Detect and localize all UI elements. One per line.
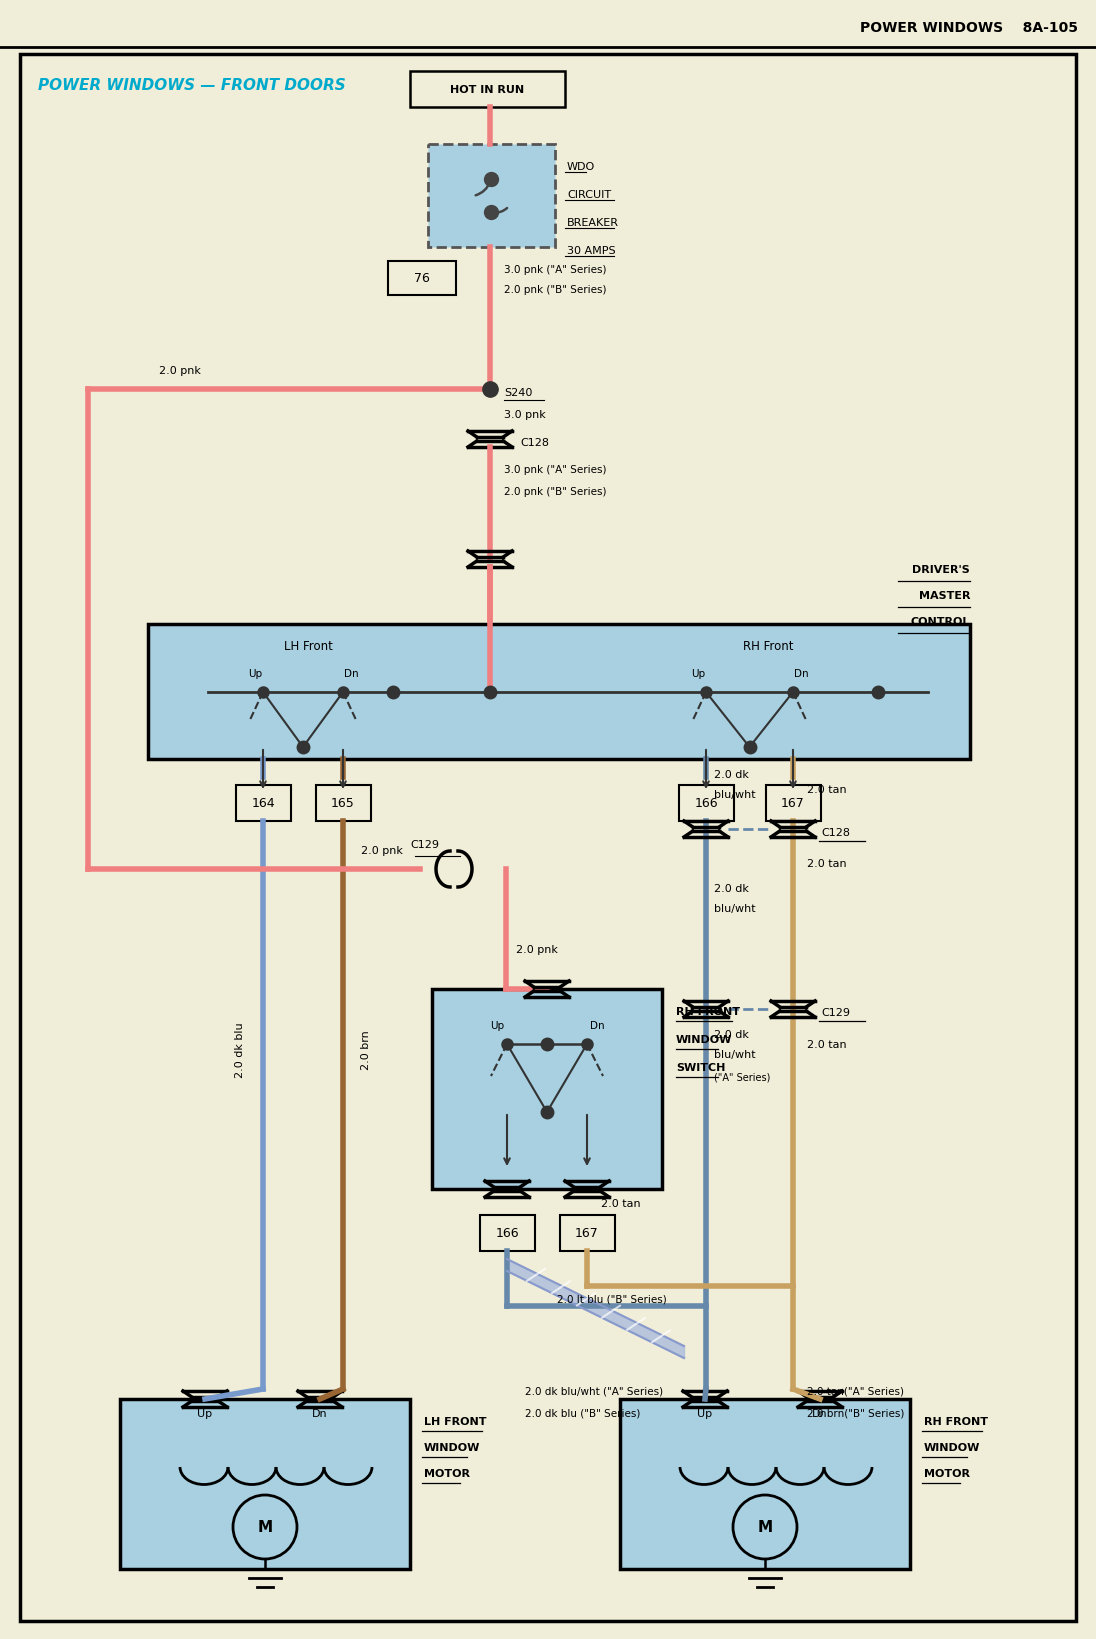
- Text: 2.0 pnk ("B" Series): 2.0 pnk ("B" Series): [504, 487, 606, 497]
- Text: S240: S240: [504, 388, 533, 398]
- Text: 2.0 brn("B" Series): 2.0 brn("B" Series): [807, 1408, 904, 1418]
- Text: RH FRONT: RH FRONT: [924, 1416, 987, 1426]
- Text: 2.0 dk blu: 2.0 dk blu: [235, 1021, 246, 1077]
- Text: 2.0 dk: 2.0 dk: [713, 883, 749, 893]
- Bar: [620, 1400, 910, 1569]
- Text: 2.0 tan("A" Series): 2.0 tan("A" Series): [807, 1387, 904, 1396]
- Text: 164: 164: [251, 797, 275, 810]
- Text: 2.0 tan: 2.0 tan: [601, 1198, 641, 1208]
- Text: POWER WINDOWS — FRONT DOORS: POWER WINDOWS — FRONT DOORS: [38, 77, 345, 92]
- Text: Up: Up: [197, 1408, 213, 1418]
- Text: C129: C129: [821, 1008, 850, 1018]
- Text: blu/wht: blu/wht: [713, 1049, 755, 1059]
- Text: 2.0 tan: 2.0 tan: [807, 859, 846, 869]
- Text: WINDOW: WINDOW: [924, 1442, 981, 1452]
- Text: LH FRONT: LH FRONT: [424, 1416, 487, 1426]
- Text: 2.0 dk: 2.0 dk: [713, 1029, 749, 1039]
- Bar: [480, 1214, 535, 1251]
- Bar: [429, 144, 555, 247]
- Text: Up: Up: [490, 1021, 504, 1031]
- Text: C128: C128: [821, 828, 850, 838]
- Text: 76: 76: [414, 272, 430, 285]
- Bar: [410, 72, 566, 108]
- Text: 166: 166: [495, 1226, 518, 1239]
- Text: 2.0 pnk: 2.0 pnk: [361, 846, 403, 856]
- Text: WINDOW: WINDOW: [676, 1034, 732, 1044]
- Text: C129: C129: [410, 839, 439, 849]
- Text: 2.0 brn: 2.0 brn: [361, 1029, 372, 1069]
- Text: Dn: Dn: [794, 669, 809, 679]
- Text: C128: C128: [520, 438, 549, 447]
- Text: 166: 166: [694, 797, 718, 810]
- Text: 2.0 pnk: 2.0 pnk: [159, 365, 201, 375]
- Text: blu/wht: blu/wht: [713, 903, 755, 913]
- Text: M: M: [258, 1519, 273, 1534]
- Text: MOTOR: MOTOR: [424, 1469, 470, 1478]
- Bar: [236, 785, 292, 821]
- Text: LH Front: LH Front: [284, 641, 332, 652]
- Text: RH FRONT: RH FRONT: [676, 1006, 740, 1016]
- Text: Dn: Dn: [312, 1408, 328, 1418]
- Bar: [680, 785, 734, 821]
- Text: Up: Up: [248, 669, 262, 679]
- Text: Dn: Dn: [344, 669, 358, 679]
- Bar: [432, 990, 662, 1190]
- Text: DRIVER'S: DRIVER'S: [912, 565, 970, 575]
- Bar: [119, 1400, 410, 1569]
- Text: SWITCH: SWITCH: [676, 1062, 726, 1072]
- Text: 2.0 dk: 2.0 dk: [713, 770, 749, 780]
- Text: CIRCUIT: CIRCUIT: [567, 190, 612, 200]
- Text: M: M: [757, 1519, 773, 1534]
- Text: WINDOW: WINDOW: [424, 1442, 480, 1452]
- Text: ("A" Series): ("A" Series): [713, 1072, 770, 1082]
- Text: 167: 167: [575, 1226, 598, 1239]
- Bar: [766, 785, 821, 821]
- Bar: [388, 262, 456, 295]
- Text: Up: Up: [690, 669, 705, 679]
- Text: 2.0 lt blu ("B" Series): 2.0 lt blu ("B" Series): [557, 1295, 666, 1305]
- Text: 2.0 tan: 2.0 tan: [807, 1039, 846, 1049]
- Bar: [560, 1214, 615, 1251]
- Text: Up: Up: [697, 1408, 712, 1418]
- Bar: [148, 624, 970, 759]
- Text: RH Front: RH Front: [743, 641, 794, 652]
- Text: 167: 167: [781, 797, 804, 810]
- Text: POWER WINDOWS    8A-105: POWER WINDOWS 8A-105: [860, 21, 1078, 34]
- Text: CONTROL: CONTROL: [911, 616, 970, 626]
- Text: HOT IN RUN: HOT IN RUN: [450, 85, 525, 95]
- Text: blu/wht: blu/wht: [713, 790, 755, 800]
- Text: 2.0 dk blu/wht ("A" Series): 2.0 dk blu/wht ("A" Series): [525, 1387, 663, 1396]
- Text: 2.0 pnk: 2.0 pnk: [516, 944, 558, 954]
- Text: 165: 165: [331, 797, 355, 810]
- Text: 30 AMPS: 30 AMPS: [567, 246, 616, 256]
- Text: 2.0 tan: 2.0 tan: [807, 785, 846, 795]
- Text: BREAKER: BREAKER: [567, 218, 619, 228]
- Text: Dn: Dn: [590, 1021, 604, 1031]
- Text: 3.0 pnk: 3.0 pnk: [504, 410, 546, 420]
- Text: MASTER: MASTER: [918, 590, 970, 600]
- Text: 2.0 pnk ("B" Series): 2.0 pnk ("B" Series): [504, 285, 606, 295]
- Text: 3.0 pnk ("A" Series): 3.0 pnk ("A" Series): [504, 266, 606, 275]
- Bar: [316, 785, 372, 821]
- Text: 3.0 pnk ("A" Series): 3.0 pnk ("A" Series): [504, 465, 606, 475]
- Text: 2.0 dk blu ("B" Series): 2.0 dk blu ("B" Series): [525, 1408, 640, 1418]
- Text: Dn: Dn: [812, 1408, 827, 1418]
- Text: WDO: WDO: [567, 162, 595, 172]
- Text: MOTOR: MOTOR: [924, 1469, 970, 1478]
